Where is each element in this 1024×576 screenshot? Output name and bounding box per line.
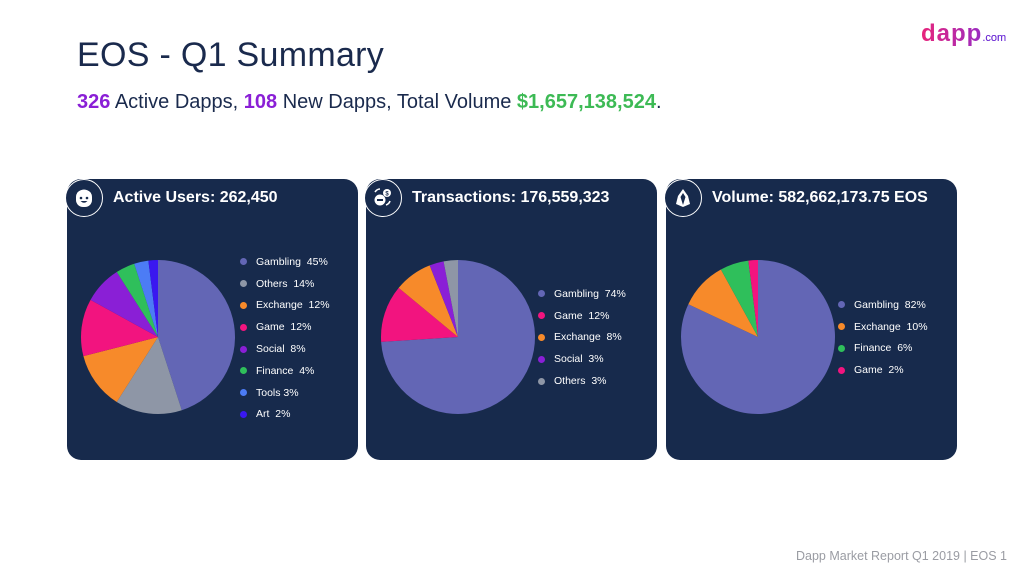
pie-slice-gambling bbox=[381, 260, 535, 414]
legend-dot-icon bbox=[240, 367, 247, 375]
pie-slice-gambling bbox=[158, 260, 235, 411]
legend-label: Exchange 12% bbox=[256, 299, 330, 312]
total-volume: $1,657,138,524 bbox=[516, 91, 656, 113]
pie-slice-social bbox=[90, 271, 158, 337]
active-users-legend: Gambling 45% Others 14% Exchange 12% Game 1… bbox=[240, 251, 330, 425]
legend-item-finance: Finance 6% bbox=[838, 338, 928, 360]
legend-dot-icon bbox=[240, 410, 247, 418]
legend-dot-icon bbox=[838, 366, 845, 374]
logo-suffix: .com bbox=[982, 32, 1007, 44]
legend-label: Finance 6% bbox=[854, 342, 913, 355]
legend-item-art: Art 2% bbox=[240, 404, 330, 426]
legend-dot-icon bbox=[240, 258, 247, 266]
dapp-logo: dapp.com bbox=[921, 20, 1006, 48]
new-dapps-count: 108 bbox=[243, 91, 278, 113]
pie-slice-game bbox=[381, 287, 458, 342]
legend-label: Others 14% bbox=[256, 277, 315, 290]
legend-dot-icon bbox=[240, 345, 247, 353]
legend-label: Game 12% bbox=[554, 309, 610, 322]
volume-title: Volume: 582,662,173.75 EOS bbox=[712, 189, 928, 206]
pie-slice-art bbox=[148, 260, 158, 337]
legend-item-game: Game 12% bbox=[538, 305, 626, 327]
legend-item-others: Others 14% bbox=[240, 273, 330, 295]
legend-dot-icon bbox=[538, 290, 545, 298]
legend-label: Social 8% bbox=[256, 343, 306, 356]
legend-dot-icon bbox=[240, 389, 247, 397]
volume-pie bbox=[681, 260, 835, 414]
pie-slice-exchange bbox=[83, 337, 158, 403]
legend-label: Social 3% bbox=[554, 353, 604, 366]
legend-dot-icon bbox=[240, 280, 247, 288]
pie-slice-others bbox=[116, 337, 182, 414]
legend-item-gambling: Gambling 74% bbox=[538, 283, 626, 305]
active-dapps-count: 326 bbox=[77, 91, 111, 113]
legend-dot-icon bbox=[538, 377, 545, 385]
transactions-pie bbox=[381, 260, 535, 414]
legend-dot-icon bbox=[538, 333, 545, 341]
legend-item-game: Game 2% bbox=[838, 359, 928, 381]
pie-slice-finance bbox=[720, 260, 758, 337]
legend-dot-icon bbox=[838, 323, 845, 331]
legend-label: Gambling 74% bbox=[554, 287, 626, 300]
legend-dot-icon bbox=[240, 301, 247, 309]
legend-item-gambling: Gambling 82% bbox=[838, 294, 928, 316]
pie-slice-game bbox=[748, 260, 758, 337]
legend-item-gambling: Gambling 45% bbox=[240, 251, 330, 273]
legend-label: Exchange 8% bbox=[554, 331, 622, 344]
legend-item-exchange: Exchange 10% bbox=[838, 316, 928, 338]
pie-slice-others bbox=[443, 260, 458, 337]
volume-legend: Gambling 82% Exchange 10% Finance 6% Game 2… bbox=[838, 294, 928, 381]
legend-label: Gambling 45% bbox=[256, 255, 328, 268]
pie-slice-exchange bbox=[688, 269, 758, 337]
legend-dot-icon bbox=[538, 355, 545, 363]
summary-line: 326 Active Dapps, 108 New Dapps, Total V… bbox=[77, 91, 662, 114]
transactions-title: Transactions: 176,559,323 bbox=[412, 189, 610, 206]
volume-card: Volume: 582,662,173.75 EOS Gambling 82% E… bbox=[664, 179, 957, 460]
legend-item-others: Others 3% bbox=[538, 370, 626, 392]
active-users-card: Active Users: 262,450 Gambling 45% Others… bbox=[65, 179, 358, 460]
legend-dot-icon bbox=[538, 312, 545, 320]
transaction-exchange-icon: $ bbox=[364, 179, 402, 217]
legend-dot-icon bbox=[240, 323, 247, 331]
legend-label: Tools 3% bbox=[256, 386, 299, 399]
active-users-title: Active Users: 262,450 bbox=[113, 189, 278, 206]
active-dapps-label: Active Dapps, bbox=[110, 91, 244, 113]
legend-dot-icon bbox=[838, 301, 845, 309]
pie-slice-game bbox=[81, 299, 158, 357]
legend-item-exchange: Exchange 8% bbox=[538, 327, 626, 349]
legend-dot-icon bbox=[838, 344, 845, 352]
pie-slice-tools bbox=[134, 260, 158, 337]
legend-label: Art 2% bbox=[256, 408, 291, 421]
eos-logo-icon bbox=[664, 179, 702, 217]
legend-label: Game 2% bbox=[854, 364, 904, 377]
pie-slice-finance bbox=[116, 263, 158, 337]
legend-item-game: Game 12% bbox=[240, 316, 330, 338]
pie-slice-social bbox=[429, 261, 458, 337]
footer-text: Dapp Market Report Q1 2019 | EOS 1 bbox=[796, 549, 1007, 563]
legend-item-social: Social 8% bbox=[240, 338, 330, 360]
legend-label: Finance 4% bbox=[256, 364, 315, 377]
user-face-icon bbox=[65, 179, 103, 217]
logo-text: dapp bbox=[921, 20, 983, 47]
legend-item-finance: Finance 4% bbox=[240, 360, 330, 382]
legend-label: Others 3% bbox=[554, 375, 607, 388]
legend-label: Exchange 10% bbox=[854, 320, 928, 333]
new-dapps-label: New Dapps, Total Volume bbox=[277, 91, 517, 113]
pie-slice-exchange bbox=[398, 265, 458, 337]
legend-label: Game 12% bbox=[256, 321, 312, 334]
legend-item-social: Social 3% bbox=[538, 348, 626, 370]
legend-label: Gambling 82% bbox=[854, 298, 926, 311]
legend-item-exchange: Exchange 12% bbox=[240, 295, 330, 317]
transactions-legend: Gambling 74% Game 12% Exchange 8% Social 3%… bbox=[538, 283, 626, 392]
transactions-card: $ Transactions: 176,559,323 Gambling 74%… bbox=[364, 179, 657, 460]
active-users-pie bbox=[81, 260, 235, 414]
svg-text:$: $ bbox=[385, 192, 389, 198]
legend-item-tools: Tools 3% bbox=[240, 382, 330, 404]
summary-end: . bbox=[655, 91, 662, 113]
page-title: EOS - Q1 Summary bbox=[77, 36, 385, 74]
